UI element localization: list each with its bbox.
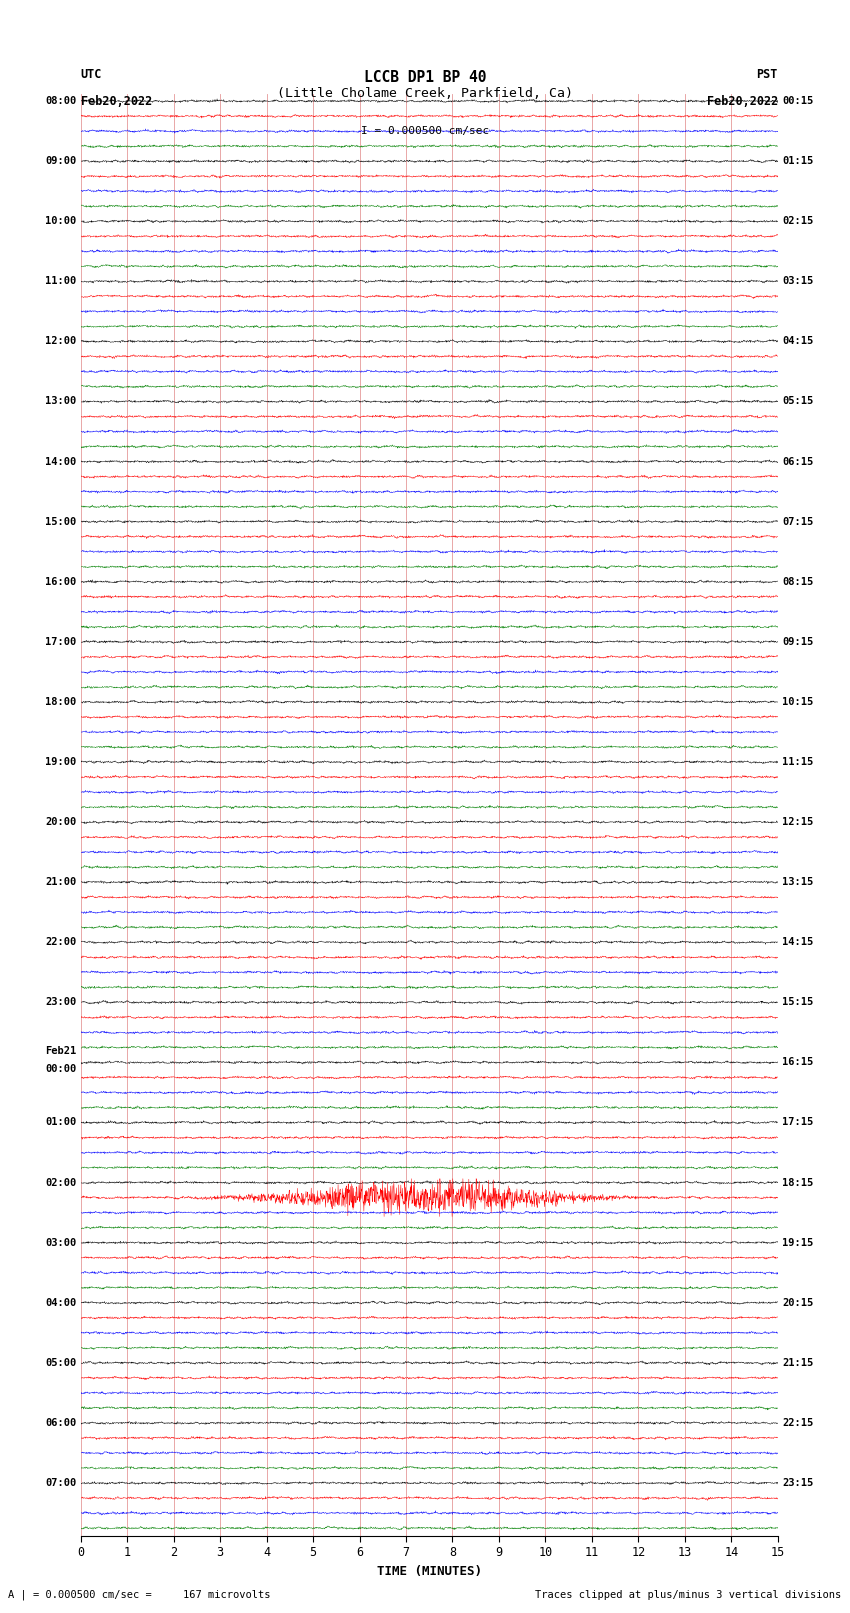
X-axis label: TIME (MINUTES): TIME (MINUTES) — [377, 1565, 482, 1578]
Text: 12:00: 12:00 — [45, 337, 76, 347]
Text: 03:00: 03:00 — [45, 1237, 76, 1248]
Text: 17:00: 17:00 — [45, 637, 76, 647]
Text: 16:00: 16:00 — [45, 577, 76, 587]
Text: 05:00: 05:00 — [45, 1358, 76, 1368]
Text: 15:15: 15:15 — [782, 997, 813, 1008]
Text: I = 0.000500 cm/sec: I = 0.000500 cm/sec — [361, 126, 489, 135]
Text: 16:15: 16:15 — [782, 1058, 813, 1068]
Text: 21:15: 21:15 — [782, 1358, 813, 1368]
Text: 00:15: 00:15 — [782, 97, 813, 106]
Text: 23:15: 23:15 — [782, 1478, 813, 1489]
Text: 10:15: 10:15 — [782, 697, 813, 706]
Text: 19:15: 19:15 — [782, 1237, 813, 1248]
Text: 06:15: 06:15 — [782, 456, 813, 466]
Text: 13:15: 13:15 — [782, 877, 813, 887]
Text: 02:15: 02:15 — [782, 216, 813, 226]
Text: 14:15: 14:15 — [782, 937, 813, 947]
Text: LCCB DP1 BP 40: LCCB DP1 BP 40 — [364, 71, 486, 85]
Text: (Little Cholame Creek, Parkfield, Ca): (Little Cholame Creek, Parkfield, Ca) — [277, 87, 573, 100]
Text: 06:00: 06:00 — [45, 1418, 76, 1428]
Text: 22:15: 22:15 — [782, 1418, 813, 1428]
Text: 12:15: 12:15 — [782, 818, 813, 827]
Text: 08:15: 08:15 — [782, 577, 813, 587]
Text: 08:00: 08:00 — [45, 97, 76, 106]
Text: PST: PST — [756, 68, 778, 81]
Text: Traces clipped at plus/minus 3 vertical divisions: Traces clipped at plus/minus 3 vertical … — [536, 1590, 842, 1600]
Text: 23:00: 23:00 — [45, 997, 76, 1008]
Text: 20:00: 20:00 — [45, 818, 76, 827]
Text: 17:15: 17:15 — [782, 1118, 813, 1127]
Text: 10:00: 10:00 — [45, 216, 76, 226]
Text: 11:00: 11:00 — [45, 276, 76, 287]
Text: 01:00: 01:00 — [45, 1118, 76, 1127]
Text: 07:00: 07:00 — [45, 1478, 76, 1489]
Text: 13:00: 13:00 — [45, 397, 76, 406]
Text: 21:00: 21:00 — [45, 877, 76, 887]
Text: UTC: UTC — [81, 68, 102, 81]
Text: 09:00: 09:00 — [45, 156, 76, 166]
Text: A | = 0.000500 cm/sec =     167 microvolts: A | = 0.000500 cm/sec = 167 microvolts — [8, 1589, 271, 1600]
Text: 11:15: 11:15 — [782, 756, 813, 768]
Text: Feb21: Feb21 — [45, 1045, 76, 1057]
Text: 03:15: 03:15 — [782, 276, 813, 287]
Text: 04:00: 04:00 — [45, 1298, 76, 1308]
Text: 09:15: 09:15 — [782, 637, 813, 647]
Text: 15:00: 15:00 — [45, 516, 76, 527]
Text: 01:15: 01:15 — [782, 156, 813, 166]
Text: 00:00: 00:00 — [45, 1065, 76, 1074]
Text: 19:00: 19:00 — [45, 756, 76, 768]
Text: Feb20,2022: Feb20,2022 — [81, 95, 152, 108]
Text: 04:15: 04:15 — [782, 337, 813, 347]
Text: 20:15: 20:15 — [782, 1298, 813, 1308]
Text: 22:00: 22:00 — [45, 937, 76, 947]
Text: 18:15: 18:15 — [782, 1177, 813, 1187]
Text: 07:15: 07:15 — [782, 516, 813, 527]
Text: Feb20,2022: Feb20,2022 — [706, 95, 778, 108]
Text: 14:00: 14:00 — [45, 456, 76, 466]
Text: 02:00: 02:00 — [45, 1177, 76, 1187]
Text: 05:15: 05:15 — [782, 397, 813, 406]
Text: 18:00: 18:00 — [45, 697, 76, 706]
